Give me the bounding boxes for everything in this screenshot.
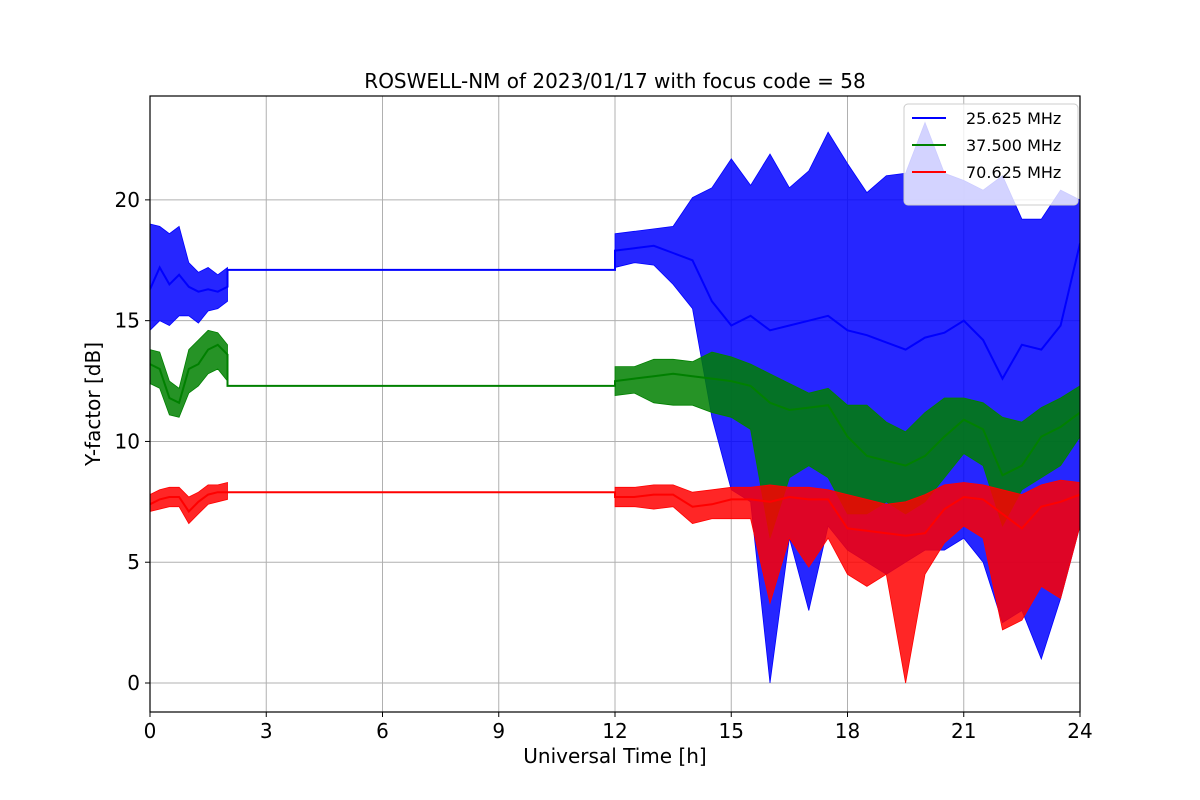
series-line <box>150 343 1080 477</box>
chart-title: ROSWELL-NM of 2023/01/17 with focus code… <box>364 69 865 93</box>
x-tick-label: 9 <box>492 719 505 743</box>
series-band <box>150 479 1080 684</box>
series-line <box>150 243 1080 381</box>
x-axis-title: Universal Time [h] <box>523 744 706 768</box>
x-tick-label: 12 <box>602 719 627 743</box>
series-70-625-MHz-group <box>150 479 1080 684</box>
x-tick-label: 6 <box>376 719 389 743</box>
series-band <box>150 329 1080 539</box>
y-tick-label: 0 <box>127 671 140 695</box>
x-tick-label: 18 <box>835 719 860 743</box>
y-tick-label: 10 <box>115 429 140 453</box>
series-37-500-MHz-group <box>150 329 1080 539</box>
y-axis: 0 5 10 15 20 <box>115 188 150 695</box>
y-tick-label: 5 <box>127 550 140 574</box>
legend-label: 37.500 MHz <box>966 136 1061 155</box>
x-tick-label: 24 <box>1067 719 1092 743</box>
y-tick-label: 15 <box>115 309 140 333</box>
legend: 25.625 MHz 37.500 MHz 70.625 MHz <box>903 103 1079 206</box>
legend-box <box>903 103 1079 206</box>
x-tick-label: 3 <box>260 719 273 743</box>
legend-label: 25.625 MHz <box>966 109 1061 128</box>
y-tick-label: 20 <box>115 188 140 212</box>
x-tick-label: 21 <box>951 719 976 743</box>
legend-label: 70.625 MHz <box>966 163 1061 182</box>
y-axis-title: Y-factor [dB] <box>81 342 105 467</box>
x-tick-label: 15 <box>719 719 744 743</box>
series-line <box>150 491 1080 537</box>
plot-area <box>150 121 1080 684</box>
x-axis: 0 3 6 9 12 15 18 21 24 <box>144 712 1093 743</box>
x-tick-label: 0 <box>144 719 157 743</box>
